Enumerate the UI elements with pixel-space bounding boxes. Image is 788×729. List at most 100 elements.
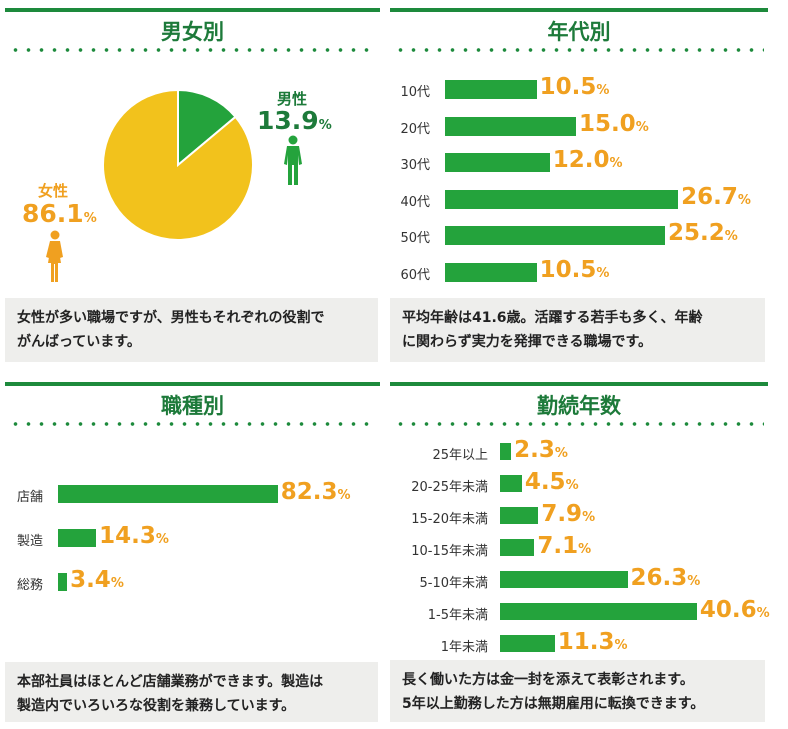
caption-line: に関わらず実力を発揮できる職場です。 <box>402 334 653 350</box>
dotted-divider <box>394 422 764 426</box>
bar <box>445 189 679 209</box>
bar-row: 50代 25.2% <box>390 220 768 246</box>
value-label: 7.9% <box>541 501 595 527</box>
unit: % <box>83 211 97 226</box>
category-label: 50代 <box>400 231 430 246</box>
bar <box>500 571 628 588</box>
value: 7.9 <box>541 501 583 527</box>
pie-slice-male <box>177 88 237 168</box>
value-label: 26.7% <box>681 184 751 210</box>
caption: 長く働いた方は金一封を添えて表彰されます。 5年以上勤務した方は無期雇用に転換でき… <box>390 660 765 722</box>
caption: 平均年齢は41.6歳。活躍する若手も多く、年齢 に関わらず実力を発揮できる職場です… <box>390 298 765 362</box>
unit: % <box>578 542 592 557</box>
value-label: 14.3% <box>99 523 169 549</box>
female-value: 86.1% <box>22 199 97 228</box>
category-label: 1-5年未満 <box>427 608 488 623</box>
male-value: 13.9% <box>257 106 332 135</box>
bar <box>445 80 537 99</box>
bar <box>445 116 576 136</box>
unit: % <box>318 118 332 133</box>
unit: % <box>110 576 124 591</box>
unit: % <box>337 488 351 503</box>
value-label: 12.0% <box>553 147 623 173</box>
bar <box>445 153 550 172</box>
bar-row: 60代 10.5% <box>390 257 768 283</box>
caption-line: 女性が多い職場ですが、男性もそれぞれの役割で <box>17 310 325 326</box>
unit: % <box>582 510 596 525</box>
category-label: 1年未満 <box>440 640 488 655</box>
category-label: 20代 <box>400 121 430 137</box>
job-panel: 職種別 店舗 82.3% 製造 14.3% 総務 3.4% 本部社員はほとんど店舗業… <box>5 382 380 727</box>
value: 10.5 <box>539 256 597 283</box>
bar <box>58 573 68 591</box>
bar <box>500 507 539 524</box>
value: 11.3 <box>557 629 615 655</box>
bar-row: 40代 26.7% <box>390 184 768 210</box>
value: 4.5 <box>524 469 566 495</box>
value-label: 82.3% <box>281 479 351 505</box>
value: 82.3 <box>280 479 338 505</box>
value: 2.3 <box>514 437 555 463</box>
value: 25.2 <box>667 220 725 246</box>
bar-row: 店舗 82.3% <box>5 479 380 505</box>
value: 10.5 <box>539 74 597 100</box>
value: 14.3 <box>99 523 156 549</box>
caption-line: がんばっています。 <box>17 334 141 350</box>
unit: % <box>756 606 770 621</box>
male-figure-icon <box>284 135 302 185</box>
female-figure-icon <box>46 230 63 282</box>
unit: % <box>687 574 701 589</box>
bar-row: 20代 15.0% <box>390 111 768 137</box>
value: 7.1 <box>537 533 579 559</box>
unit: % <box>155 532 169 547</box>
category-label: 10代 <box>400 85 430 100</box>
bar <box>58 529 97 547</box>
bar-row: 1年未満 11.3% <box>390 629 768 655</box>
category-label: 40代 <box>400 194 430 210</box>
pie-slice-female <box>102 88 254 241</box>
bar-row: 総務 3.4% <box>5 567 380 593</box>
panel-title: 年代別 <box>547 20 611 44</box>
value: 12.0 <box>552 147 610 173</box>
female-percent: 86.1 <box>22 199 84 228</box>
value-label: 10.5% <box>540 74 610 100</box>
unit: % <box>614 638 628 653</box>
male-label: 男性 <box>277 90 308 108</box>
value-label: 26.3% <box>631 565 701 591</box>
category-label: 20-25年未満 <box>411 480 488 495</box>
caption-line: 製造内でいろいろな役割を兼務しています。 <box>17 698 296 714</box>
bar-row: 20-25年未満 4.5% <box>390 469 768 495</box>
bar <box>500 603 697 620</box>
tenure-panel: 勤続年数 25年以上 2.3% 20-25年未満 4.5% 15-20年未満 7.9… <box>390 382 770 727</box>
caption-line: 5年以上勤務した方は無期雇用に転換できます。 <box>402 696 705 712</box>
category-label: 5-10年未満 <box>419 576 488 591</box>
panel-title: 男女別 <box>161 20 224 44</box>
value: 40.6 <box>699 597 757 623</box>
category-label: 総務 <box>16 578 43 593</box>
bar-row: 25年以上 2.3% <box>390 437 768 463</box>
age-panel: 年代別 10代 10.5% 20代 15.0% 30代 12.0% 40代 26.7%… <box>390 8 768 368</box>
unit: % <box>596 265 610 281</box>
female-label: 女性 <box>38 182 69 200</box>
value-label: 2.3% <box>514 437 568 463</box>
male-percent: 13.9 <box>257 106 319 135</box>
bar <box>445 262 537 282</box>
dotted-divider <box>394 48 764 52</box>
bar <box>445 226 665 245</box>
category-label: 製造 <box>16 534 43 549</box>
gender-panel: 男女別 男性 13.9% 女性 86.1% 女性が多い職場ですが、男性もそれぞれ… <box>5 8 380 368</box>
value: 15.0 <box>578 110 636 137</box>
bar <box>500 443 512 460</box>
caption: 女性が多い職場ですが、男性もそれぞれの役割で がんばっています。 <box>5 298 378 362</box>
unit: % <box>596 83 610 98</box>
unit: % <box>565 478 579 493</box>
value: 26.3 <box>630 565 688 591</box>
value-label: 40.6% <box>700 597 770 623</box>
top-rule <box>5 382 380 386</box>
dotted-divider <box>9 48 376 52</box>
category-label: 15-20年未満 <box>411 512 488 527</box>
value-label: 10.5% <box>540 257 610 283</box>
bar <box>500 635 555 652</box>
bar-row: 1-5年未満 40.6% <box>390 597 770 623</box>
value-label: 11.3% <box>558 629 628 655</box>
